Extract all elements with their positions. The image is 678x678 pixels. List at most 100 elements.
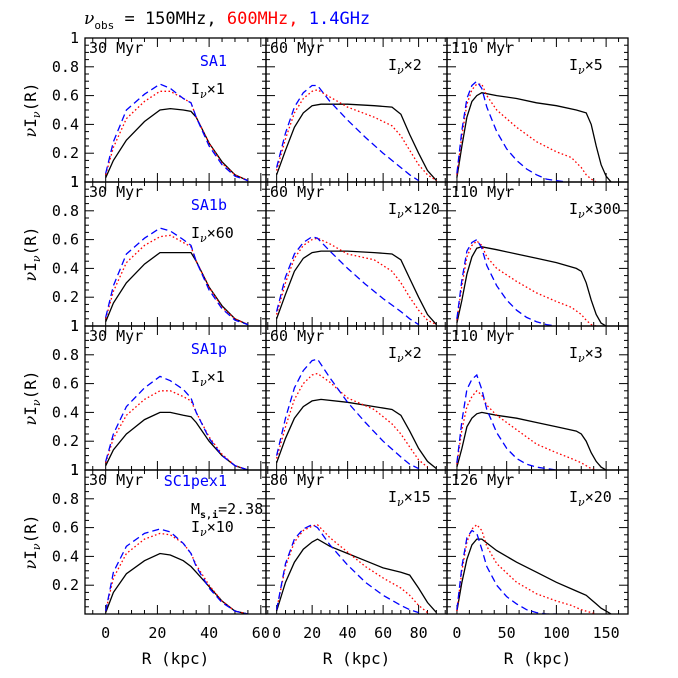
panel-ticks [447,182,628,326]
x-tick-label: 150 [593,624,620,642]
header-freq-600: 600MHz, [227,9,299,29]
panel-ticks [85,326,266,470]
panel-frame [84,469,267,615]
panel-r2-c1: 30 Myr SA1b Iν×60 [84,181,267,327]
panel-r4-c3: 126 Myr Iν×20 [446,469,629,615]
panel-time-label: 30 Myr [89,183,143,201]
y-tick-label: 1 [70,317,79,335]
scale-factor-label: Iν×3 [569,344,603,365]
panel-time-label: 60 Myr [270,327,324,345]
series-line-150MHz [456,411,607,470]
scale-factor-label: Iν×1 [191,80,225,101]
scale-factor-label: Iν×20 [569,488,612,509]
y-tick-label: 0.2 [52,144,79,162]
series-line-600MHz [275,237,437,326]
panel-frame [84,325,267,471]
y-axis-title: νIν(R) [21,227,43,282]
panel-r3-c3: 110 Myr Iν×3 [446,325,629,471]
series-line-600MHz [456,83,597,182]
panel-ticks [266,38,447,182]
series-line-1.4GHz [105,375,249,470]
panel-time-label: 126 Myr [451,471,514,489]
x-axis-title: R (kpc) [142,649,209,668]
y-tick-label: 1 [70,461,79,479]
x-tick-label: 40 [200,624,218,642]
y-tick-label: 1 [70,173,79,191]
panel-time-label: 30 Myr [89,327,143,345]
series-line-600MHz [105,234,249,326]
scale-factor-label: Iν×1 [191,368,225,389]
y-tick-label: 0.6 [52,375,79,393]
panel-ticks [447,38,628,182]
x-axis-title: R (kpc) [323,649,390,668]
panel-r1-c1: 30 Myr SA1 Iν×1 [84,37,267,183]
series-line-150MHz [105,251,249,326]
y-tick-label: 0.4 [52,547,79,565]
y-tick-label: 0.8 [52,202,79,220]
y-axis-title: νIν(R) [21,371,43,426]
y-tick-label: 0.8 [52,58,79,76]
frequency-header: νobs = 150MHz, 600MHz, 1.4GHz [84,9,370,32]
panel-r3-c1: 30 Myr SA1p Iν×1 [84,325,267,471]
series-line-150MHz [456,92,612,182]
x-axis-labels: 0 20 40 60 R (kpc) 0 20 40 60 80 R (kpc) 0 50 100 150 R… [101,624,619,668]
y-tick-label: 1 [70,173,79,191]
x-tick-label: 100 [543,624,570,642]
y-tick-label: 0.8 [52,490,79,508]
series-line-150MHz [456,246,607,326]
series-line-150MHz [456,538,612,614]
scale-factor-label: Iν×60 [191,224,234,245]
series-line-600MHz [275,372,428,468]
header-freq-150: 150MHz, [145,9,217,29]
panel-time-label: 110 Myr [451,327,514,345]
y-axis-title: νIν(R) [21,515,43,570]
panel-r4-c2: 80 Myr Iν×15 [265,469,448,615]
mach-number-label: Ms,i=2.38 [191,500,263,521]
y-tick-label: 0.4 [52,259,79,277]
y-tick-label: 1 [70,461,79,479]
panel-r1-c3: 110 Myr Iν×5 [446,37,629,183]
panel-ticks [266,326,447,470]
panel-ticks [85,470,266,614]
panel-r2-c2: 60 Myr Iν×120 [265,181,448,327]
y-tick-label: 0.6 [52,519,79,537]
x-tick-label: 20 [303,624,321,642]
panel-ticks [85,38,266,182]
panel-time-label: 110 Myr [451,183,514,201]
panel-ticks [85,182,266,326]
scale-factor-label: Iν×120 [388,200,440,221]
series-line-150MHz [275,398,437,470]
y-axis-labels: 0.2 0.4 0.6 0.8 1 1 νIν(R) 0.2 0.4 0.6 0.8 1 1 νIν(R)… [21,29,79,594]
y-tick-label: 0.2 [52,432,79,450]
x-tick-label: 40 [339,624,357,642]
x-tick-label: 60 [374,624,392,642]
panel-time-label: 30 Myr [89,471,143,489]
series-line-600MHz [105,390,249,470]
model-label: SA1b [191,196,227,214]
panel-ticks [266,182,447,326]
series-line-1.4GHz [275,84,419,182]
scale-factor-label: Iν×2 [388,344,422,365]
x-tick-label: 20 [148,624,166,642]
panel-ticks [447,470,628,614]
model-label: SC1pex1 [164,472,227,490]
series-line-1.4GHz [105,83,249,182]
series-line-1.4GHz [456,529,557,614]
y-tick-label: 0.6 [52,231,79,249]
model-label: SA1 [200,52,227,70]
panel-r1-c2: 60 Myr Iν×2 [265,37,448,183]
panel-time-label: 110 Myr [451,39,514,57]
header-obs-subscript: obs [94,19,114,32]
series-line-600MHz [275,89,437,182]
y-tick-label: 0.8 [52,346,79,364]
header-equals: = [114,9,145,29]
series-line-600MHz [456,240,597,326]
scale-factor-label: Iν×15 [388,488,431,509]
panel-grid: 30 Myr SA1 Iν×1 60 Myr Iν×2 110 Myr Iν×5 30 Myr… [84,37,629,615]
scale-factor-label: Iν×10 [191,518,234,539]
series-line-600MHz [105,532,249,614]
y-tick-label: 0.4 [52,403,79,421]
series-line-150MHz [275,250,437,326]
y-tick-label: 1 [70,29,79,47]
series-line-600MHz [456,523,597,614]
